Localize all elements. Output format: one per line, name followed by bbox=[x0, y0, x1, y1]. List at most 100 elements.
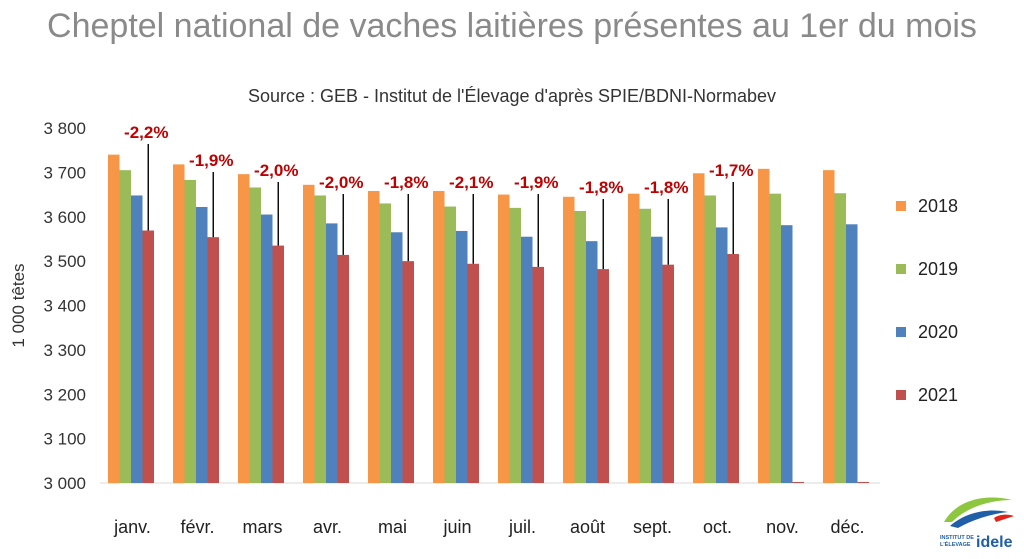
logo-swoosh-red bbox=[994, 514, 1014, 522]
x-tick-label: sept. bbox=[633, 517, 672, 537]
idele-logo: INSTITUT DE L'ÉLEVAGE idele bbox=[940, 497, 1014, 551]
annotation-label: -2,2% bbox=[124, 123, 168, 142]
x-tick-label: janv. bbox=[113, 517, 151, 537]
bar-2019 bbox=[119, 170, 131, 483]
bar-2020 bbox=[846, 224, 858, 483]
bar-2021 bbox=[207, 237, 219, 483]
y-tick-label: 3 500 bbox=[43, 252, 86, 271]
bar-2020 bbox=[586, 241, 598, 483]
bar-2018 bbox=[823, 170, 835, 483]
y-tick-label: 3 000 bbox=[43, 474, 86, 493]
bar-2021 bbox=[532, 266, 544, 483]
x-tick-label: mars bbox=[243, 517, 283, 537]
bar-2020 bbox=[456, 230, 468, 483]
y-tick-label: 3 600 bbox=[43, 208, 86, 227]
annotation-label: -1,8% bbox=[579, 178, 623, 197]
annotation-label: -2,0% bbox=[254, 161, 298, 180]
bar-2018 bbox=[693, 173, 705, 483]
bar-2019 bbox=[704, 195, 716, 483]
bar-2020 bbox=[131, 195, 143, 483]
y-axis-label: 1 000 têtes bbox=[9, 263, 28, 347]
y-tick-label: 3 800 bbox=[43, 119, 86, 138]
legend-swatch-2021 bbox=[896, 390, 906, 400]
bar-2019 bbox=[509, 207, 521, 483]
bar-2019 bbox=[639, 208, 651, 483]
y-tick-label: 3 200 bbox=[43, 385, 86, 404]
logo-line2: L'ÉLEVAGE bbox=[940, 540, 971, 548]
bar-2021 bbox=[662, 264, 674, 483]
bar-2018 bbox=[173, 164, 185, 483]
bar-2018 bbox=[238, 174, 250, 483]
y-tick-label: 3 100 bbox=[43, 430, 86, 449]
bar-2020 bbox=[326, 223, 338, 483]
bar-2019 bbox=[444, 206, 456, 483]
logo-swoosh-green bbox=[944, 497, 1012, 522]
x-tick-label: oct. bbox=[703, 517, 732, 537]
legend-swatch-2020 bbox=[896, 327, 906, 337]
bar-2018 bbox=[563, 196, 575, 483]
annotations: -2,2% -1,9% -2,0% -2,0% -1,8% -2,1% -1,9% -1,8%… bbox=[124, 123, 753, 270]
annotation-label: -1,9% bbox=[514, 173, 558, 192]
bar-2018 bbox=[108, 154, 120, 483]
x-tick-label: févr. bbox=[180, 517, 214, 537]
legend-swatch-2019 bbox=[896, 264, 906, 274]
legend-swatch-2018 bbox=[896, 201, 906, 211]
legend-label-2018: 2018 bbox=[918, 196, 958, 216]
y-tick-label: 3 300 bbox=[43, 341, 86, 360]
bar-2019 bbox=[314, 195, 326, 483]
x-tick-label: juil. bbox=[508, 517, 536, 537]
bar-2018 bbox=[368, 191, 380, 483]
bar-2020 bbox=[261, 214, 273, 483]
bar-2021 bbox=[597, 269, 609, 483]
bar-2020 bbox=[391, 232, 403, 483]
bar-2021 bbox=[337, 254, 349, 483]
bar-2019 bbox=[769, 193, 781, 484]
bar-2020 bbox=[716, 227, 728, 483]
bar-2019 bbox=[574, 210, 586, 483]
legend-label-2020: 2020 bbox=[918, 322, 958, 342]
annotation-label: -1,8% bbox=[644, 178, 688, 197]
bar-2021 bbox=[142, 230, 154, 483]
bar-2020 bbox=[196, 206, 208, 484]
logo-swoosh-blue bbox=[950, 510, 1008, 528]
bar-2019 bbox=[834, 193, 846, 483]
bars bbox=[108, 154, 869, 484]
chart-title: Cheptel national de vaches laitières pré… bbox=[47, 7, 977, 45]
x-tick-label: août bbox=[570, 517, 605, 537]
x-tick-label: nov. bbox=[766, 517, 799, 537]
annotation-label: -2,0% bbox=[319, 173, 363, 192]
annotation-label: -1,7% bbox=[709, 161, 753, 180]
legend: 2018 2019 2020 2021 bbox=[896, 196, 958, 405]
legend-label-2021: 2021 bbox=[918, 385, 958, 405]
bar-2018 bbox=[758, 168, 770, 483]
x-tick-label: avr. bbox=[313, 517, 342, 537]
chart-subtitle: Source : GEB - Institut de l'Élevage d'a… bbox=[247, 86, 777, 106]
x-tick-label: mai bbox=[378, 517, 407, 537]
bar-2020 bbox=[781, 225, 793, 483]
bar-2018 bbox=[433, 191, 445, 483]
x-tick-label: déc. bbox=[830, 517, 864, 537]
annotation-label: -1,8% bbox=[384, 173, 428, 192]
logo-line1: INSTITUT DE bbox=[940, 535, 974, 541]
bar-2021 bbox=[727, 254, 739, 483]
bar-2021 bbox=[272, 245, 284, 483]
bar-2019 bbox=[184, 179, 196, 483]
y-tick-label: 3 400 bbox=[43, 297, 86, 316]
bar-2018 bbox=[303, 184, 315, 484]
legend-label-2019: 2019 bbox=[918, 259, 958, 279]
y-tick-label: 3 700 bbox=[43, 163, 86, 182]
bar-2019 bbox=[379, 203, 391, 483]
bar-2019 bbox=[249, 187, 261, 483]
axes: 3 000 3 100 3 200 3 300 3 400 3 500 3 600 3 700… bbox=[9, 119, 880, 537]
bar-2018 bbox=[498, 194, 510, 483]
bar-2021 bbox=[467, 263, 479, 483]
bar-2018 bbox=[628, 193, 640, 484]
bar-2020 bbox=[521, 236, 533, 483]
annotation-label: -1,9% bbox=[189, 151, 233, 170]
bar-2021 bbox=[402, 261, 414, 483]
x-tick-label: juin bbox=[442, 517, 471, 537]
bar-2021-empty bbox=[857, 482, 869, 483]
logo-brand: idele bbox=[976, 534, 1013, 551]
bar-2020 bbox=[651, 236, 663, 483]
